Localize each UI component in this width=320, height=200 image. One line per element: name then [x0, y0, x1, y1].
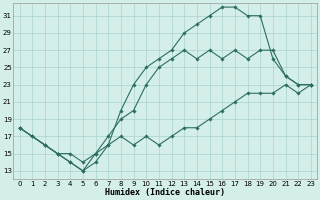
X-axis label: Humidex (Indice chaleur): Humidex (Indice chaleur)	[105, 188, 225, 197]
